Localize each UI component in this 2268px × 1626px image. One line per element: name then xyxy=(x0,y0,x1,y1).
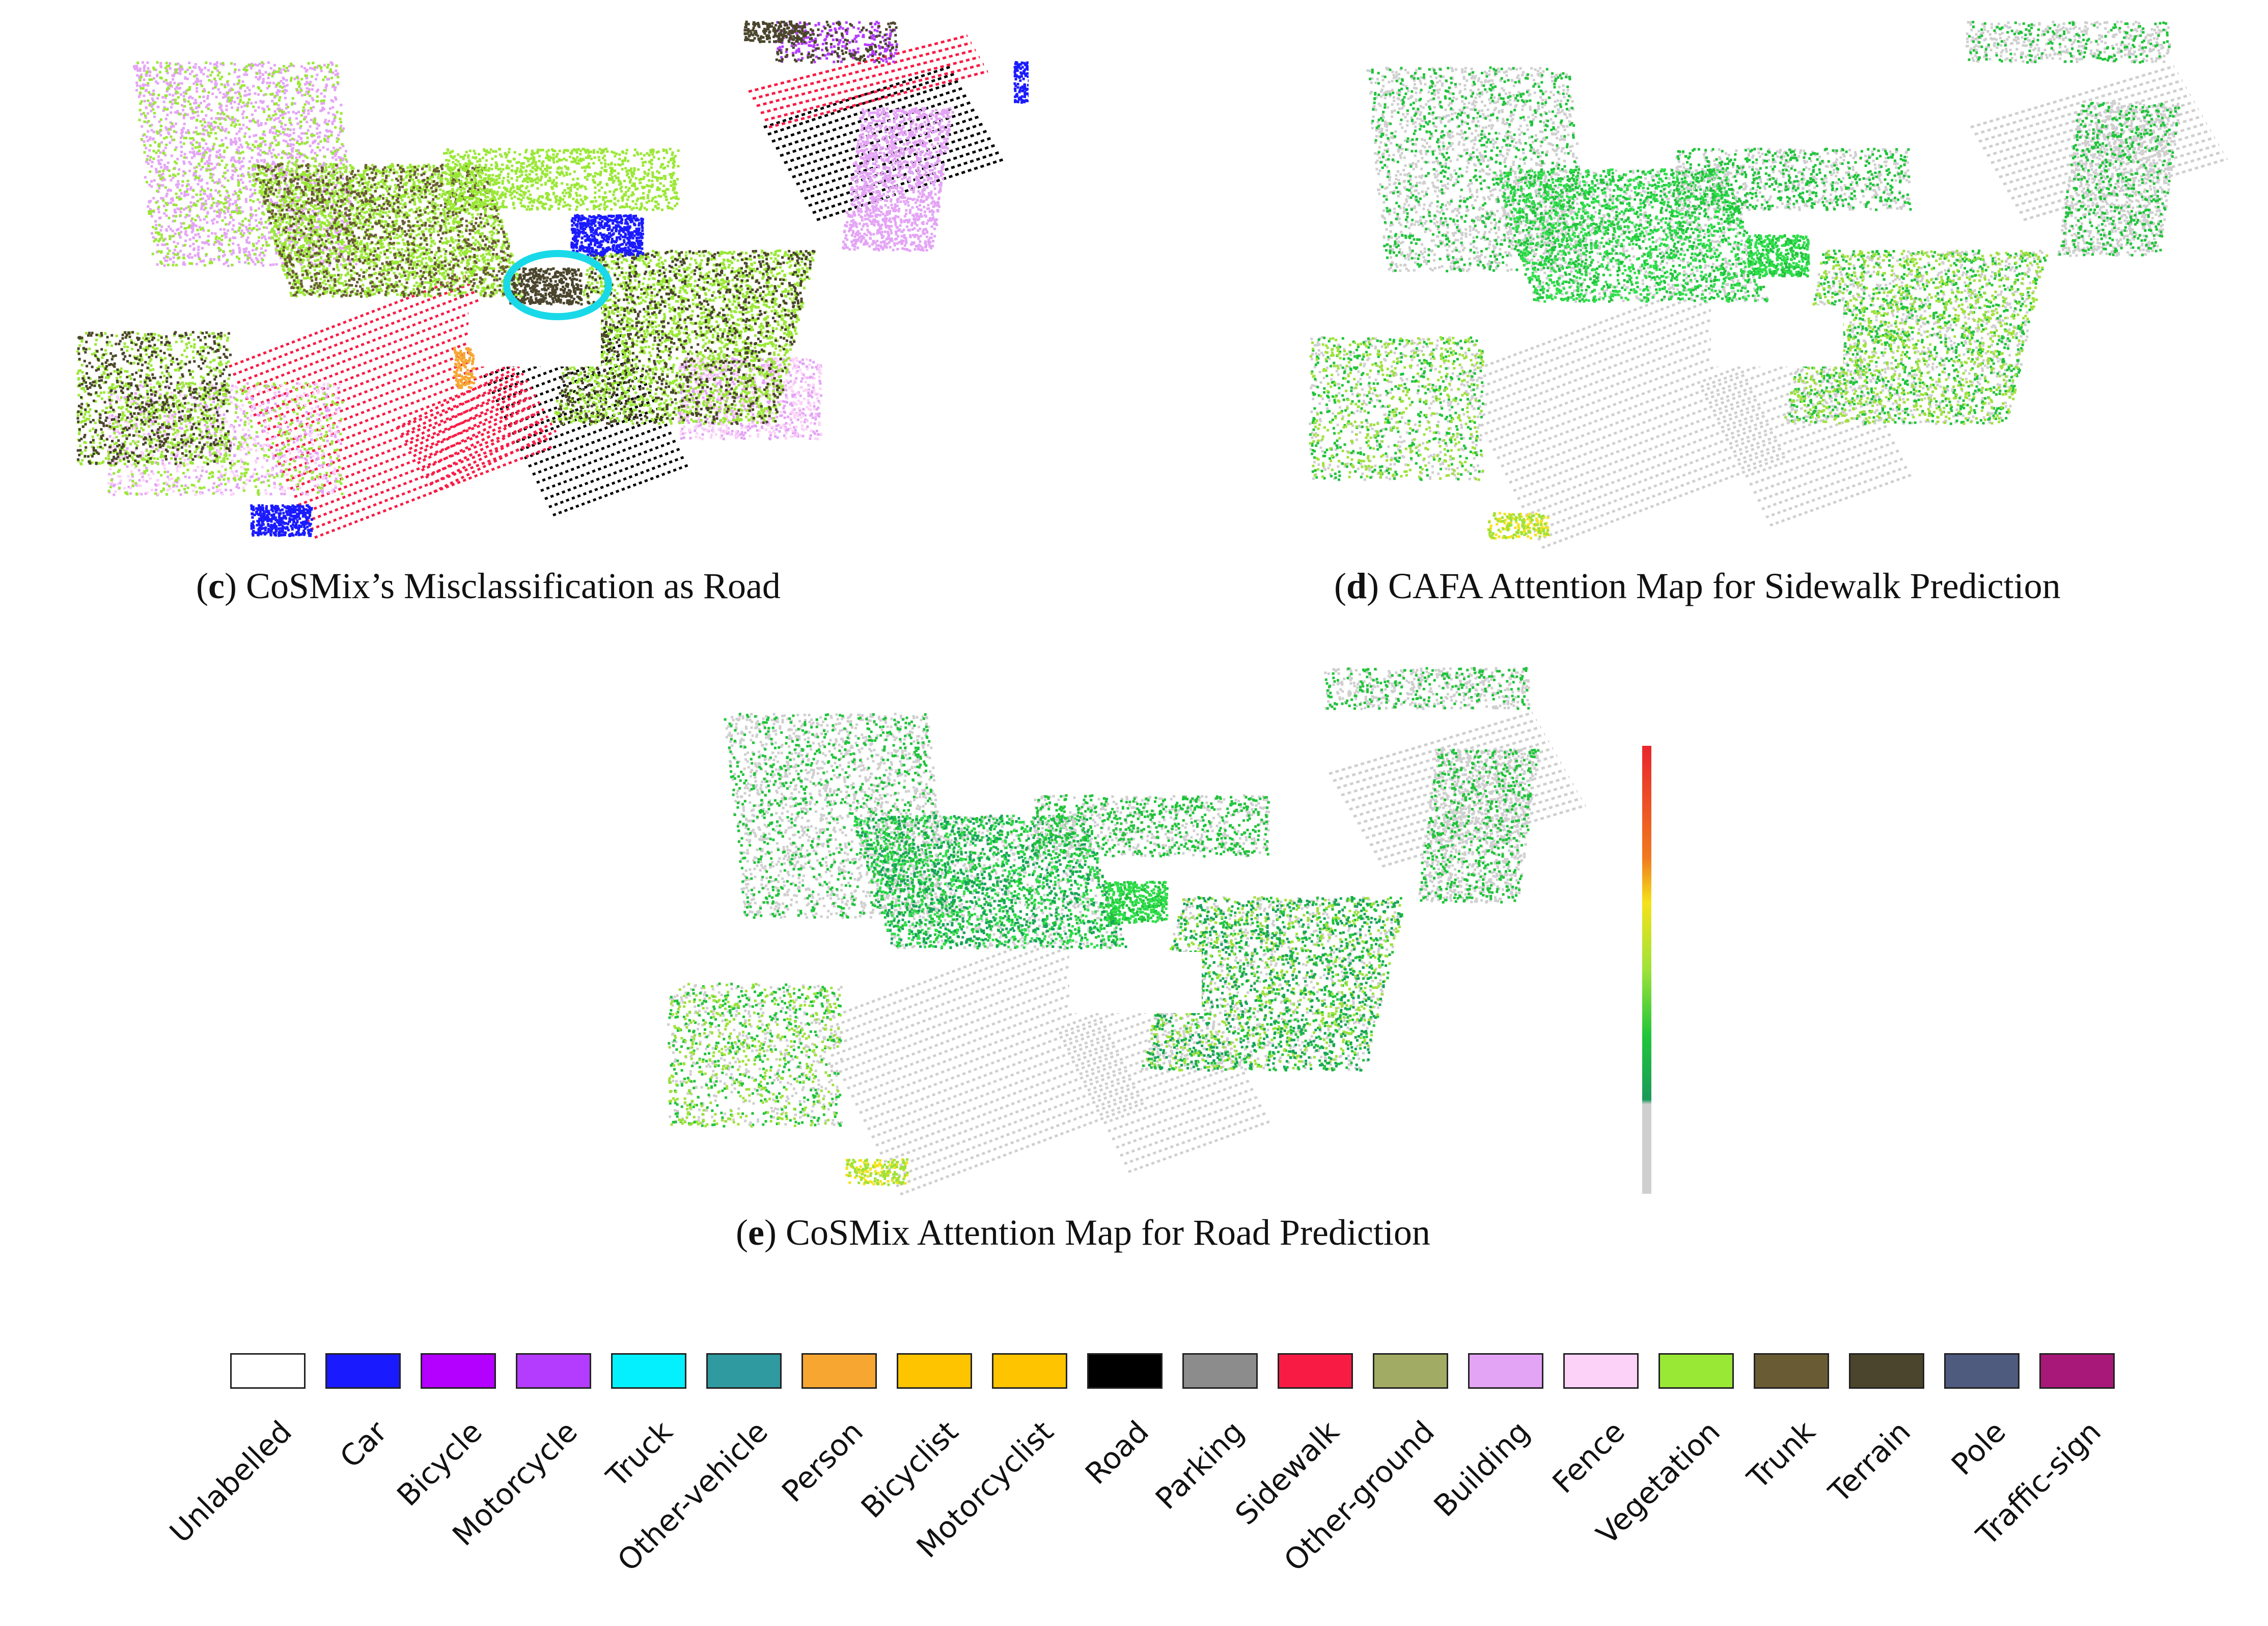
legend-swatch-bicyclist xyxy=(897,1353,972,1389)
legend-label-building: Building xyxy=(1427,1414,1537,1524)
legend-label-car: Car xyxy=(333,1414,394,1475)
legend-swatch-bicycle xyxy=(421,1353,496,1389)
caption-d: (d) CAFA Attention Map for Sidewalk Pred… xyxy=(1334,566,2061,606)
legend-label-vegetation: Vegetation xyxy=(1589,1414,1727,1552)
legend-label-truck: Truck xyxy=(599,1414,680,1494)
legend-label-bicyclist: Bicyclist xyxy=(854,1414,965,1525)
legend-swatch-unlabelled xyxy=(230,1353,306,1389)
legend-label-person: Person xyxy=(775,1414,870,1509)
legend-label-other-ground: Other-ground xyxy=(1277,1414,1442,1578)
caption-e: (e) CoSMix Attention Map for Road Predic… xyxy=(736,1212,1430,1253)
legend-label-motorcycle: Motorcycle xyxy=(446,1414,585,1553)
legend-swatch-other-ground xyxy=(1373,1353,1448,1389)
legend-swatch-pole xyxy=(1944,1353,2020,1389)
legend-swatch-road xyxy=(1087,1353,1163,1389)
legend-swatch-trunk xyxy=(1754,1353,1829,1389)
legend-label-terrain: Terrain xyxy=(1822,1414,1918,1509)
highlight-circle xyxy=(503,250,612,320)
legend-swatch-truck xyxy=(611,1353,686,1389)
legend-swatch-motorcycle xyxy=(516,1353,591,1389)
attention-map-d xyxy=(1309,20,2228,549)
legend-swatch-person xyxy=(801,1353,877,1389)
legend-label-road: Road xyxy=(1078,1414,1156,1491)
legend-label-pole: Pole xyxy=(1944,1414,2013,1482)
legend-label-unlabelled: Unlabelled xyxy=(163,1414,299,1550)
legend-label-bicycle: Bicycle xyxy=(390,1414,489,1513)
legend-swatch-building xyxy=(1468,1353,1543,1389)
legend-swatch-terrain xyxy=(1849,1353,1924,1389)
legend-label-traffic-sign: Traffic-sign xyxy=(1970,1414,2108,1552)
pointcloud-semantic-c xyxy=(76,20,1029,539)
caption-c: (c) CoSMix’s Misclassification as Road xyxy=(196,566,781,606)
panel-c-pointcloud xyxy=(10,10,1029,550)
legend-swatch-traffic-sign xyxy=(2039,1353,2115,1389)
legend-swatch-car xyxy=(325,1353,401,1389)
legend-label-other-vehicle: Other-vehicle xyxy=(611,1414,775,1578)
attention-map-e xyxy=(667,667,1586,1196)
legend-swatch-other-vehicle xyxy=(706,1353,782,1389)
legend-label-parking: Parking xyxy=(1148,1414,1251,1517)
attention-colorbar xyxy=(1642,746,1651,1194)
legend-label-sidewalk: Sidewalk xyxy=(1228,1414,1346,1532)
legend-swatch-parking xyxy=(1182,1353,1258,1389)
legend-label-trunk: Trunk xyxy=(1740,1414,1822,1496)
legend-swatch-motorcyclist xyxy=(992,1353,1067,1389)
legend-label-motorcyclist: Motorcyclist xyxy=(909,1414,1061,1565)
legend-swatch-sidewalk xyxy=(1278,1353,1353,1389)
legend-label-fence: Fence xyxy=(1545,1414,1632,1500)
panel-e-pointcloud xyxy=(601,657,1609,1196)
panel-d-pointcloud xyxy=(1242,10,2251,550)
legend-swatch-fence xyxy=(1563,1353,1639,1389)
legend-swatch-vegetation xyxy=(1658,1353,1734,1389)
